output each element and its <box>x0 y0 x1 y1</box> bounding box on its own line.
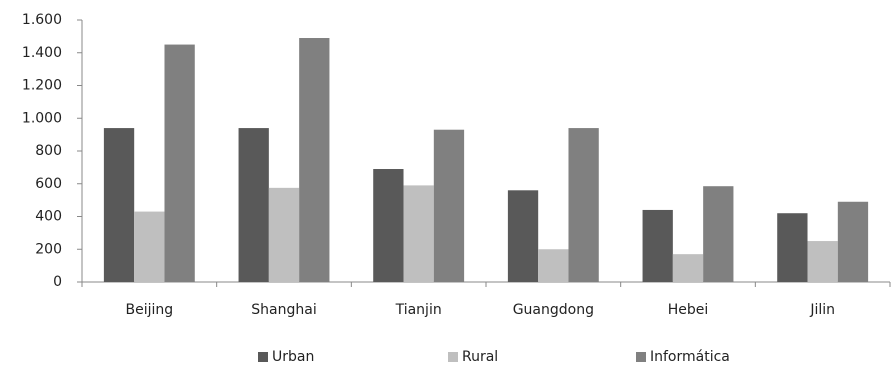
y-tick-label: 1.600 <box>22 12 62 28</box>
y-tick-label: 1.200 <box>22 78 62 94</box>
x-tick-label: Jilin <box>809 302 835 318</box>
bar <box>507 190 539 282</box>
bar <box>538 249 569 282</box>
bar <box>268 187 300 282</box>
bar <box>642 209 673 282</box>
x-tick-label: Hebei <box>668 302 709 318</box>
legend-swatch <box>448 352 458 362</box>
y-tick-label: 600 <box>35 176 62 192</box>
x-tick-label: Shanghai <box>251 302 316 318</box>
bar <box>238 128 269 282</box>
x-tick-label: Beijing <box>126 302 174 318</box>
bar <box>403 185 434 282</box>
bar <box>373 169 404 282</box>
bar <box>777 213 808 282</box>
bar <box>837 201 869 282</box>
bar <box>807 241 838 282</box>
x-tick-label: Tianjin <box>395 302 442 318</box>
y-tick-label: 400 <box>35 209 62 225</box>
legend-label: Informática <box>650 349 730 365</box>
y-tick-label: 1.400 <box>22 45 62 61</box>
y-tick-label: 200 <box>35 241 62 257</box>
y-tick-label: 1.000 <box>22 110 62 126</box>
x-tick-label: Guangdong <box>513 302 594 318</box>
bar <box>299 38 330 283</box>
bar <box>134 211 165 282</box>
bar <box>703 186 734 282</box>
legend-label: Rural <box>462 349 498 365</box>
bar <box>568 128 599 282</box>
legend-swatch <box>636 352 646 362</box>
legend-label: Urban <box>272 349 314 365</box>
bar <box>672 254 704 282</box>
legend-swatch <box>258 352 268 362</box>
bar <box>103 128 135 282</box>
y-tick-label: 800 <box>35 143 62 159</box>
y-tick-label: 0 <box>53 274 62 290</box>
bar <box>164 44 195 282</box>
bar <box>433 129 465 282</box>
